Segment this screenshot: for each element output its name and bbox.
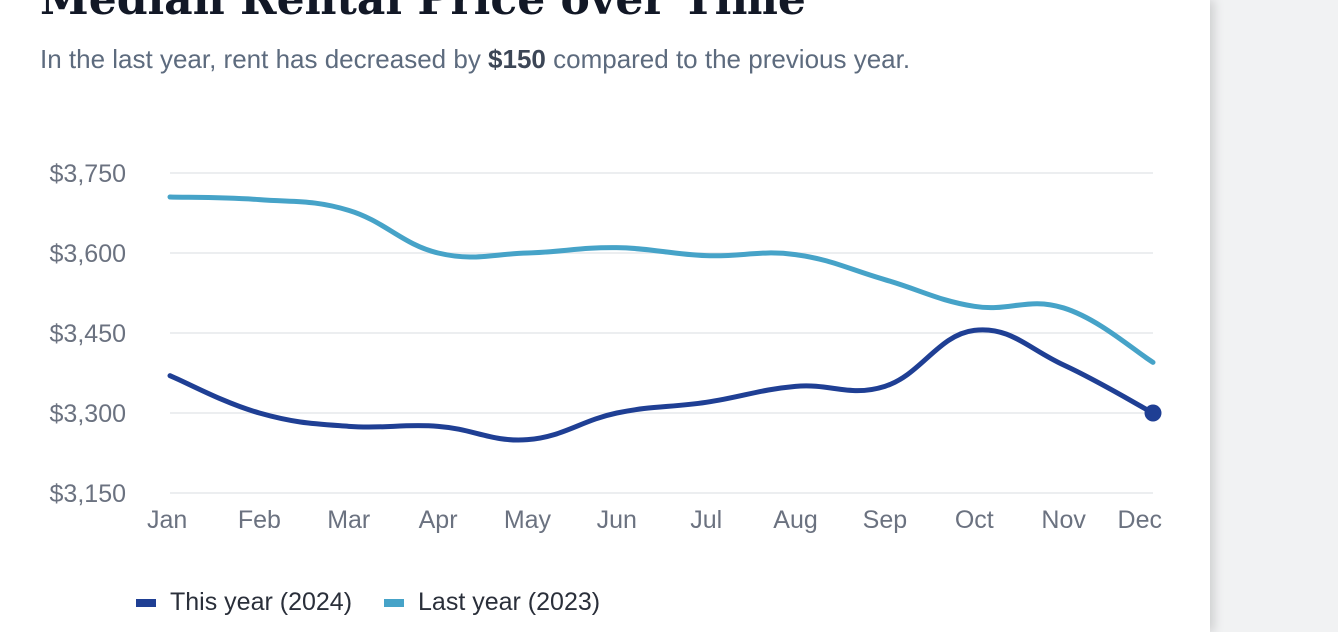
chart-legend: This year (2024) Last year (2023) [136, 588, 632, 617]
legend-item: Last year (2023) [384, 588, 600, 617]
legend-label: Last year (2023) [418, 588, 601, 616]
legend-swatch [384, 598, 405, 607]
x-tick-label: Jan [147, 506, 187, 534]
x-tick-label: Apr [419, 506, 458, 534]
chart-title: Median Rental Price over Time [40, 0, 806, 25]
x-tick-label: Feb [238, 506, 281, 534]
line-chart: $3,150 $3,300 $3,450 $3,600 $3,750 Jan Feb Mar… [50, 160, 1162, 534]
x-tick-label: Aug [773, 506, 817, 534]
y-tick-label: $3,600 [50, 240, 126, 268]
y-tick-label: $3,750 [50, 160, 126, 188]
x-tick-label: Jun [597, 506, 637, 534]
x-tick-label: Sep [863, 506, 907, 534]
series-lines [167, 194, 1162, 443]
series-line [167, 194, 1156, 365]
x-axis-ticks: Jan Feb Mar Apr May Jun Jul Aug Sep Oct Nov Dec [147, 506, 1162, 534]
x-tick-label: Oct [955, 506, 994, 534]
side-panel-background [1210, 0, 1338, 632]
legend-swatch [136, 598, 156, 607]
legend-item: This year (2024) [136, 588, 352, 617]
series-end-point [1144, 404, 1162, 422]
y-tick-label: $3,150 [50, 480, 126, 508]
y-tick-label: $3,450 [50, 320, 126, 348]
subtitle-prefix: In the last year, rent has decreased by [40, 44, 489, 74]
x-tick-label: Mar [327, 506, 370, 534]
legend-label: This year (2024) [170, 588, 353, 616]
x-tick-label: Nov [1041, 506, 1086, 534]
chart-card: Median Rental Price over Time In the las… [0, 0, 1210, 632]
y-tick-label: $3,300 [50, 400, 126, 428]
chart-subtitle: In the last year, rent has decreased by … [40, 44, 910, 75]
series-line [167, 327, 1156, 443]
subtitle-suffix: compared to the previous year. [545, 44, 911, 74]
subtitle-amount: $150 [488, 44, 546, 74]
y-axis-ticks: $3,150 $3,300 $3,450 $3,600 $3,750 [50, 160, 126, 508]
x-tick-label: May [504, 506, 552, 534]
x-tick-label: Dec [1118, 506, 1162, 534]
x-tick-label: Jul [690, 506, 722, 534]
